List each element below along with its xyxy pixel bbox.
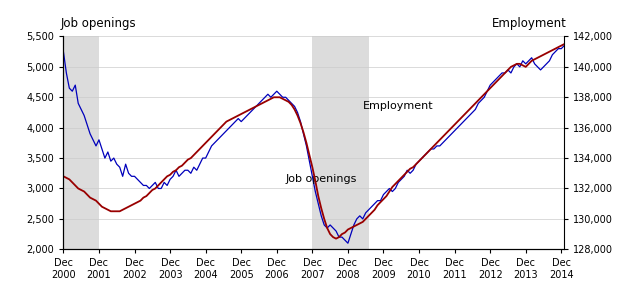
Text: Job openings: Job openings [61,17,136,30]
Text: Employment: Employment [492,17,567,30]
Text: Job openings: Job openings [286,174,357,185]
Bar [313,36,368,249]
Bar [63,36,99,249]
Text: Employment: Employment [363,102,434,112]
